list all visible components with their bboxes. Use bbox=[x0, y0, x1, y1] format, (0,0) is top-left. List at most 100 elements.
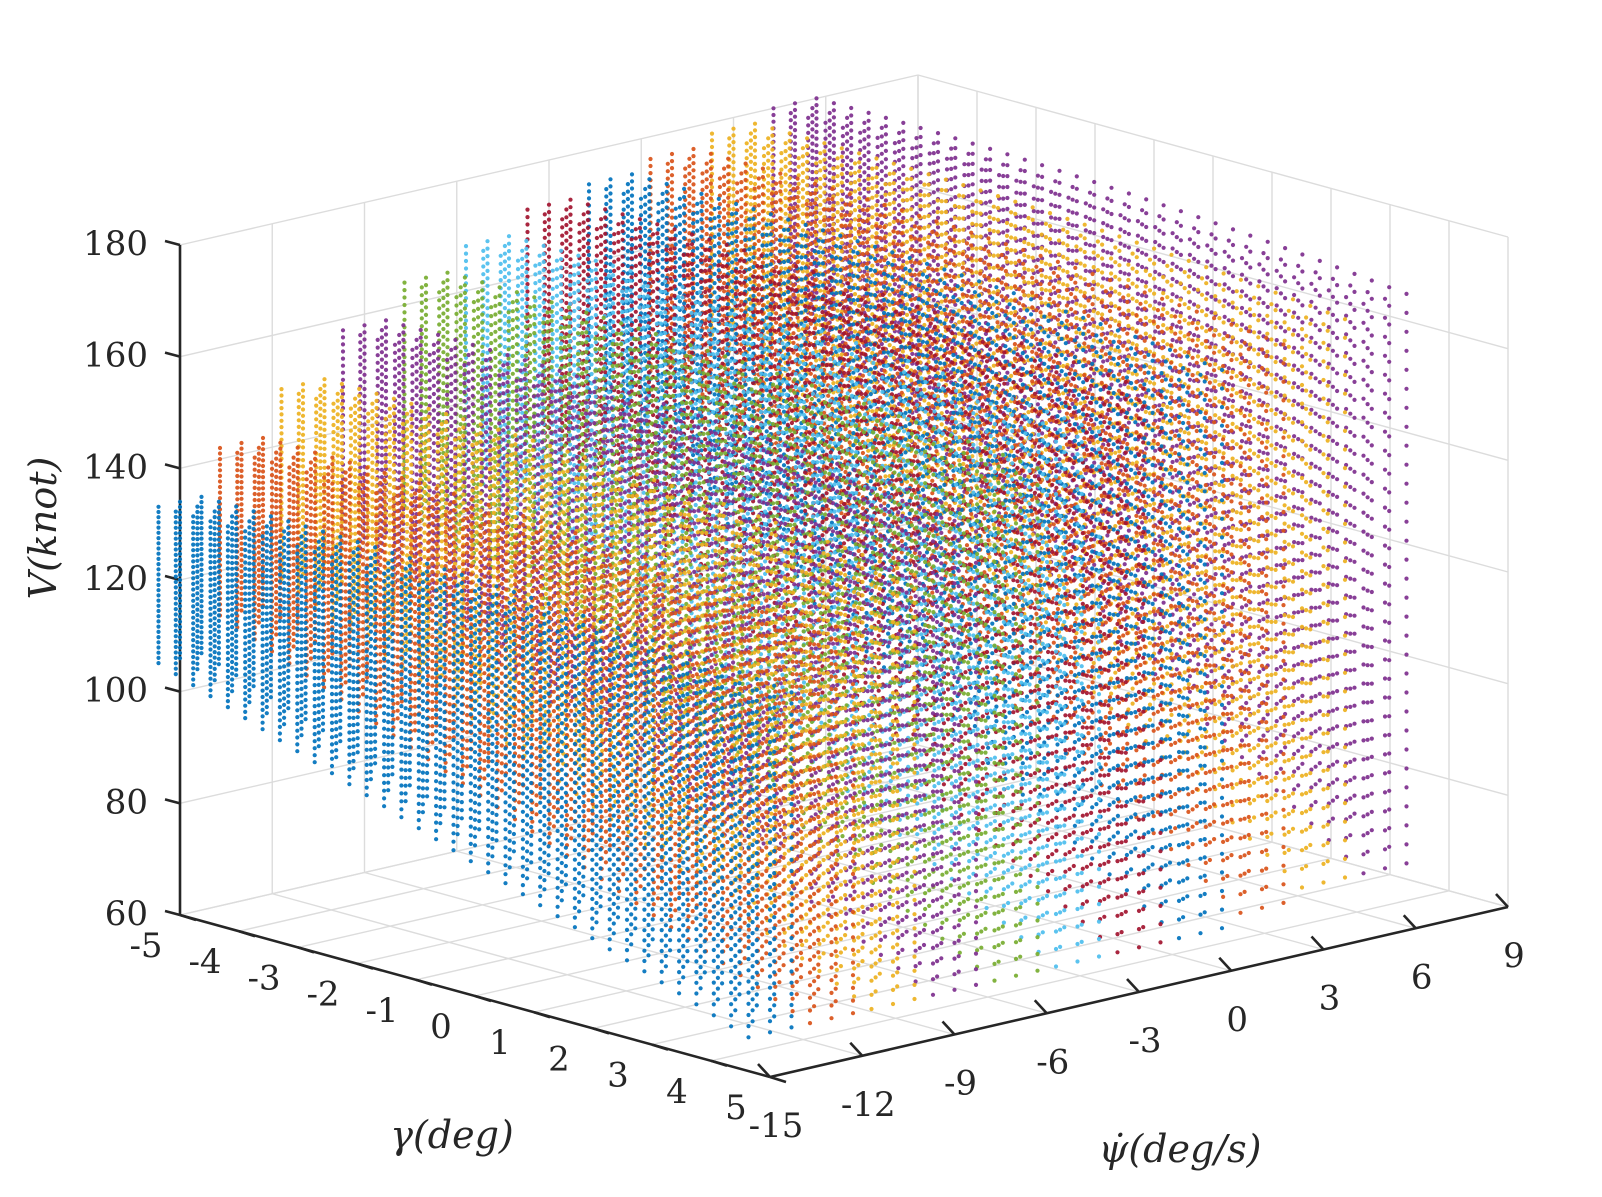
data-point bbox=[966, 183, 971, 188]
data-point bbox=[788, 231, 793, 236]
data-point bbox=[1161, 600, 1166, 605]
data-point bbox=[1348, 356, 1353, 361]
data-point bbox=[1187, 362, 1192, 367]
data-point bbox=[1157, 563, 1162, 568]
data-point bbox=[1330, 492, 1335, 497]
data-point bbox=[904, 198, 910, 203]
data-point bbox=[1040, 186, 1045, 191]
data-point bbox=[949, 177, 954, 182]
data-point bbox=[1248, 440, 1253, 445]
data-point bbox=[866, 186, 871, 191]
data-point bbox=[1369, 296, 1374, 301]
data-point bbox=[900, 349, 906, 354]
data-point bbox=[1352, 703, 1357, 708]
data-point bbox=[1300, 507, 1305, 512]
data-point bbox=[931, 160, 936, 165]
data-point bbox=[1300, 727, 1305, 733]
data-point bbox=[1178, 209, 1183, 214]
data-point bbox=[987, 227, 992, 232]
data-point bbox=[1382, 714, 1388, 719]
data-point bbox=[983, 189, 989, 195]
data-point bbox=[1035, 402, 1040, 407]
data-point bbox=[866, 150, 871, 155]
data-point bbox=[1404, 443, 1409, 448]
data-point bbox=[1209, 279, 1214, 284]
data-point bbox=[988, 210, 993, 215]
data-point bbox=[1244, 586, 1249, 592]
data-point bbox=[1153, 314, 1158, 319]
data-point bbox=[849, 165, 854, 170]
data-point bbox=[1239, 622, 1245, 627]
data-point bbox=[1300, 490, 1305, 495]
data-point bbox=[1053, 253, 1058, 258]
data-point bbox=[879, 160, 884, 165]
data-point bbox=[770, 168, 775, 174]
data-point bbox=[1387, 676, 1392, 682]
data-point bbox=[1317, 518, 1322, 523]
data-point bbox=[1126, 420, 1131, 425]
data-point bbox=[1283, 262, 1288, 267]
data-point bbox=[1348, 759, 1353, 765]
data-point bbox=[943, 199, 949, 204]
z-tick bbox=[164, 909, 181, 917]
data-point bbox=[983, 266, 989, 271]
data-point bbox=[978, 200, 983, 205]
data-point bbox=[1369, 773, 1374, 778]
y-tick bbox=[592, 1027, 610, 1035]
data-point bbox=[1074, 211, 1079, 216]
data-point bbox=[792, 134, 798, 139]
data-point bbox=[831, 136, 837, 141]
data-point bbox=[752, 181, 758, 187]
data-point bbox=[748, 152, 754, 157]
data-point bbox=[1109, 198, 1114, 203]
data-point bbox=[897, 284, 902, 289]
data-point bbox=[901, 146, 906, 151]
data-point bbox=[1144, 197, 1149, 202]
data-point bbox=[879, 169, 884, 174]
data-point bbox=[883, 165, 889, 170]
data-point bbox=[1335, 689, 1340, 694]
x-tick bbox=[1402, 914, 1417, 930]
data-point bbox=[918, 153, 923, 158]
data-point bbox=[752, 148, 758, 153]
data-point bbox=[1309, 749, 1314, 754]
data-point bbox=[761, 161, 767, 166]
data-point bbox=[1026, 319, 1031, 324]
data-point bbox=[1274, 320, 1279, 325]
data-point bbox=[800, 162, 806, 167]
data-point bbox=[883, 474, 888, 479]
data-point bbox=[787, 138, 792, 143]
data-point bbox=[805, 159, 810, 164]
y-tick bbox=[356, 962, 374, 970]
data-point bbox=[1192, 470, 1197, 475]
data-point bbox=[1244, 538, 1249, 543]
data-point bbox=[1239, 605, 1245, 610]
data-point bbox=[1239, 256, 1245, 261]
data-point bbox=[1248, 281, 1253, 286]
data-point bbox=[909, 207, 914, 212]
data-point bbox=[1239, 289, 1245, 294]
data-point bbox=[1404, 766, 1409, 771]
data-point bbox=[883, 206, 889, 211]
data-point bbox=[1369, 644, 1374, 650]
data-point bbox=[1066, 195, 1071, 200]
data-point bbox=[953, 185, 958, 190]
data-point bbox=[870, 273, 875, 278]
data-point bbox=[1382, 429, 1388, 434]
data-point bbox=[1230, 383, 1236, 388]
data-point bbox=[909, 378, 914, 383]
data-point bbox=[1170, 292, 1175, 297]
data-point bbox=[874, 240, 879, 245]
x-tick bbox=[1495, 893, 1509, 908]
data-point bbox=[835, 210, 840, 215]
data-point bbox=[862, 137, 867, 142]
data-point bbox=[1049, 189, 1054, 194]
data-point bbox=[1365, 308, 1370, 313]
data-point bbox=[1330, 636, 1335, 641]
data-point bbox=[1278, 596, 1283, 602]
data-point bbox=[1330, 546, 1335, 551]
data-point bbox=[770, 154, 775, 159]
data-point bbox=[845, 249, 850, 254]
data-point bbox=[1187, 346, 1192, 351]
data-point bbox=[1274, 632, 1279, 637]
